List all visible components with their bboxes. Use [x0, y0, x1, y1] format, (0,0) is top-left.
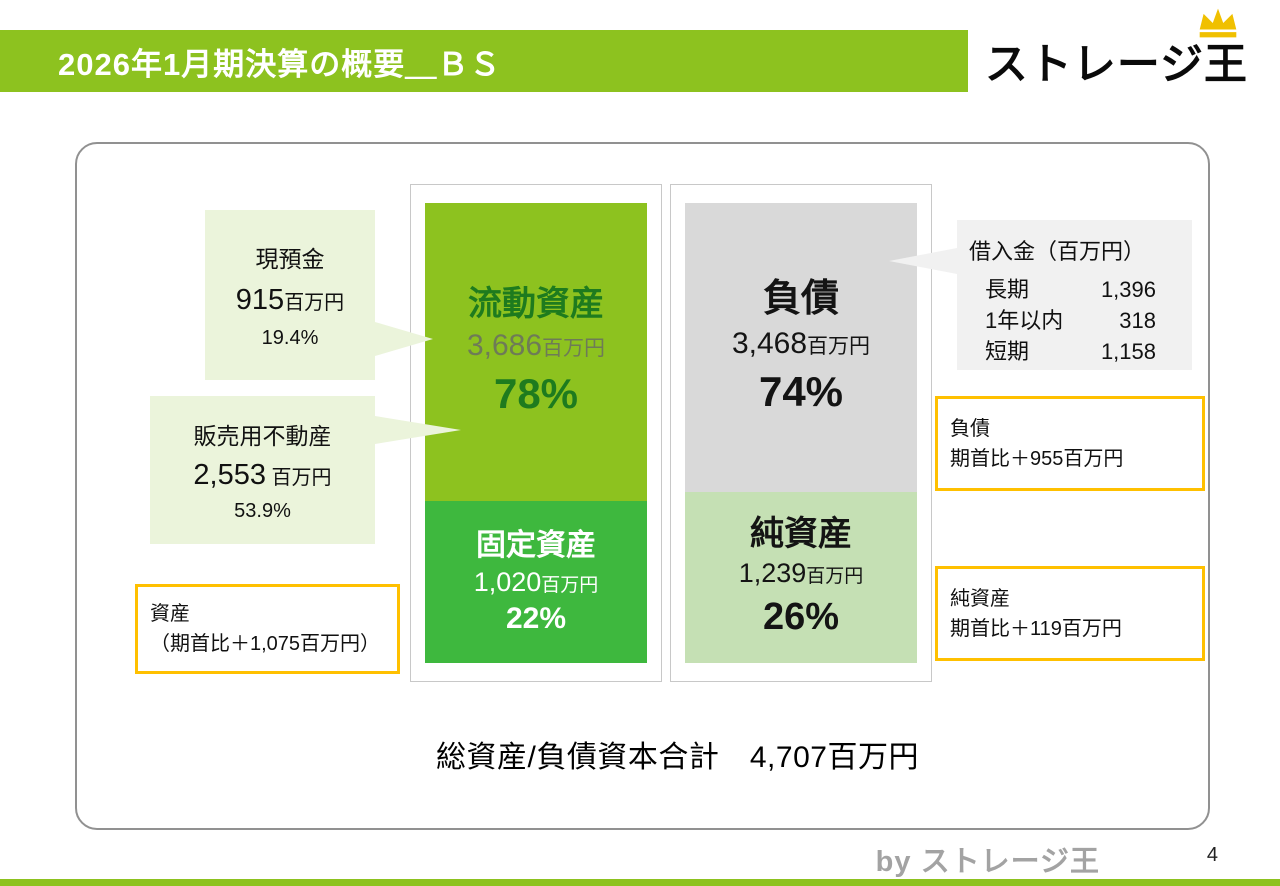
fixed-assets-value: 1,020百万円: [473, 567, 599, 597]
borrowings-row: 1年以内 318: [957, 305, 1192, 336]
logo: ストレージ王: [980, 6, 1250, 94]
crown-icon: [1199, 8, 1237, 38]
net-assets-value: 1,239百万円: [738, 558, 864, 589]
borrowings-row-label: 短期: [985, 339, 1030, 364]
cash-callout-percent: 19.4%: [261, 327, 319, 349]
liabilities-label: 負債: [762, 277, 839, 320]
current-assets-label: 流動資産: [468, 284, 604, 323]
net-assets-change-line1: 純資産: [950, 587, 1010, 610]
bottom-accent-bar: [0, 879, 1280, 886]
borrowings-row-value: 1,396: [1100, 277, 1156, 302]
real-estate-callout-percent: 53.9%: [234, 500, 291, 522]
borrowings-row: 短期 1,158: [957, 336, 1192, 367]
main-panel: 流動資産 3,686百万円 78% 固定資産 1,020百万円 22% 負債 3…: [75, 142, 1210, 830]
liabilities-column: 負債 3,468百万円 74% 純資産 1,239百万円 26%: [670, 184, 932, 682]
borrowings-row-value: 318: [1119, 308, 1156, 333]
fixed-assets-percent: 22%: [505, 601, 567, 635]
borrowings-box: 借入金（百万円） 長期 1,396 1年以内 318 短期 1,158: [889, 220, 1192, 370]
current-assets-percent: 78%: [493, 370, 579, 418]
callout-tail: [375, 416, 461, 444]
fixed-assets-block: 固定資産 1,020百万円 22%: [425, 501, 647, 663]
page-number: 4: [1206, 844, 1218, 866]
liabilities-value: 3,468百万円: [731, 327, 871, 361]
page-title: 2026年1月期決算の概要＿ＢＳ: [58, 46, 502, 82]
liabilities-block: 負債 3,468百万円 74%: [685, 203, 917, 493]
liabilities-change-box: 負債 期首比＋955百万円: [935, 396, 1205, 491]
cash-callout-value: 915百万円: [235, 284, 345, 316]
real-estate-callout-value: 2,553 百万円: [193, 459, 332, 491]
logo-text: ストレージ王: [984, 41, 1248, 89]
total-line: 総資産/負債資本合計 4,707百万円: [436, 741, 919, 774]
assets-change-line1: 資産: [150, 603, 190, 625]
borrowings-row-value: 1,158: [1100, 339, 1156, 364]
liabilities-percent: 74%: [758, 368, 844, 416]
real-estate-callout-title: 販売用不動産: [193, 423, 332, 449]
net-assets-percent: 26%: [762, 596, 840, 639]
borrowings-row-label: 1年以内: [985, 308, 1064, 333]
net-assets-change-box: 純資産 期首比＋119百万円: [935, 566, 1205, 661]
title-bar: 2026年1月期決算の概要＿ＢＳ: [0, 30, 968, 92]
footer-credit: by ストレージ王: [875, 846, 1100, 878]
current-assets-value: 3,686百万円: [466, 329, 606, 363]
fixed-assets-label: 固定資産: [476, 529, 596, 562]
assets-change-box: 資産 （期首比＋1,075百万円）: [135, 584, 400, 674]
assets-change-line2: （期首比＋1,075百万円）: [150, 633, 381, 655]
net-assets-block: 純資産 1,239百万円 26%: [685, 492, 917, 663]
net-assets-label: 純資産: [750, 514, 852, 553]
liabilities-change-line2: 期首比＋955百万円: [950, 447, 1124, 470]
cash-callout-title: 現預金: [255, 246, 325, 272]
borrowings-row-label: 長期: [985, 277, 1030, 302]
net-assets-change-line2: 期首比＋119百万円: [950, 617, 1122, 640]
callout-tail: [889, 248, 957, 274]
real-estate-callout: 販売用不動産 2,553 百万円 53.9%: [150, 396, 461, 544]
borrowings-row: 長期 1,396: [957, 274, 1192, 305]
callout-tail: [375, 322, 433, 356]
cash-callout: 現預金 915百万円 19.4%: [205, 210, 433, 380]
borrowings-title: 借入金（百万円）: [969, 239, 1146, 264]
current-assets-block: 流動資産 3,686百万円 78%: [425, 203, 647, 502]
liabilities-change-line1: 負債: [950, 417, 990, 440]
